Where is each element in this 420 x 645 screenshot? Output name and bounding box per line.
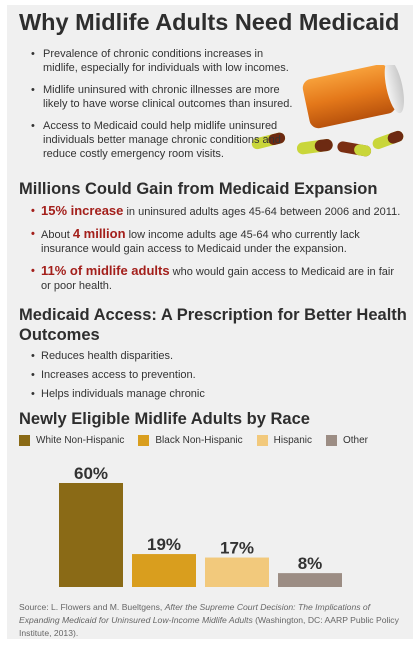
legend-swatch: [326, 435, 337, 446]
bar-black-non-hispanic: [132, 554, 196, 587]
bar-value-label: 19%: [147, 535, 181, 554]
legend-item: Other: [326, 435, 368, 446]
bar-chart: 60% 19% 17% 8%: [59, 464, 342, 587]
expansion-bullet: 11% of midlife adults who would gain acc…: [31, 262, 403, 294]
prescription-bullet: Reduces health disparities.: [31, 349, 403, 363]
bar-value-label: 8%: [298, 554, 323, 573]
intro-bullet-list: Prevalence of chronic conditions increas…: [31, 47, 301, 169]
bullet-text: low income adults age 45-64 who currentl…: [41, 228, 360, 256]
source-citation: Source: L. Flowers and M. Bueltgens, Aft…: [19, 601, 409, 640]
main-title: Why Midlife Adults Need Medicaid: [19, 9, 400, 35]
expansion-bullet: 15% increase in uninsured adults ages 45…: [31, 203, 403, 220]
legend-label: Other: [343, 435, 369, 446]
intro-bullet: Prevalence of chronic conditions increas…: [31, 47, 301, 75]
source-prefix: Source: L. Flowers and M. Bueltgens,: [19, 602, 165, 612]
bullet-text: in uninsured adults ages 45-64 between 2…: [123, 206, 401, 218]
bar-white-non-hispanic: [59, 483, 123, 587]
source-suffix: (Washington, DC: AARP Public Policy Inst…: [19, 615, 399, 638]
legend-label: Black Non-Hispanic: [155, 435, 243, 446]
legend-swatch: [256, 435, 268, 446]
infographic: Why Midlife Adults Need Medicaid: [7, 5, 413, 639]
legend-item: Black Non-Hispanic: [138, 435, 243, 446]
legend-swatch: [138, 435, 150, 446]
chart-title: Newly Eligible Midlife Adults by Race: [19, 410, 310, 428]
chart-legend: White Non-Hispanic Black Non-Hispanic Hi…: [19, 435, 382, 446]
legend-item: White Non-Hispanic: [19, 435, 124, 446]
legend-swatch: [19, 435, 30, 446]
legend-label: Hispanic: [273, 435, 312, 446]
expansion-bullet-list: 15% increase in uninsured adults ages 45…: [31, 203, 403, 301]
intro-bullet: Midlife uninsured with chronic illnesses…: [31, 83, 301, 111]
legend-item: Hispanic: [256, 435, 312, 446]
bullet-text: About: [41, 228, 73, 241]
prescription-bullet: Increases access to prevention.: [31, 368, 403, 382]
bar-hispanic: [205, 557, 269, 587]
section-heading-expansion: Millions Could Gain from Medicaid Expans…: [19, 180, 378, 198]
prescription-bullet: Helps individuals manage chronic: [31, 387, 403, 401]
prescription-bullet-list: Reduces health disparities. Increases ac…: [31, 349, 403, 406]
intro-bullet: Access to Medicaid could help midlife un…: [31, 119, 301, 161]
highlight-stat: 15% increase: [41, 203, 124, 218]
bar-value-label: 17%: [220, 539, 254, 558]
highlight-stat: 11% of midlife adults: [41, 262, 170, 278]
highlight-stat: 4 million: [72, 225, 126, 241]
bullet-text: who would gain access to Medicaid are in…: [41, 265, 394, 293]
bar-other: [278, 573, 342, 587]
expansion-bullet: About 4 million low income adults age 45…: [31, 225, 403, 257]
bar-value-label: 60%: [74, 464, 108, 483]
source-title: After the Supreme Court Decision: The Im…: [19, 602, 371, 625]
legend-label: White Non-Hispanic: [36, 435, 125, 446]
section-heading-prescription: Medicaid Access: A Prescription for Bett…: [19, 306, 407, 344]
